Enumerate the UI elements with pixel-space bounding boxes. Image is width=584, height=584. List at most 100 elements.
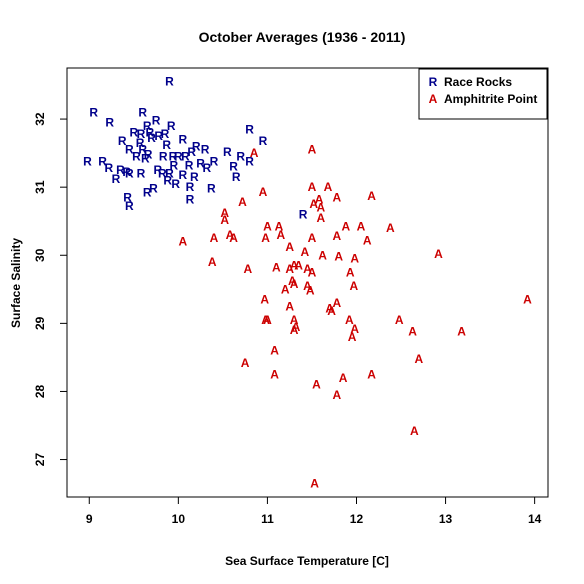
data-point: A	[241, 356, 250, 370]
data-point: R	[158, 167, 167, 181]
y-axis: 27 28 29 30 31 32	[33, 112, 67, 466]
data-point: R	[178, 133, 187, 147]
data-point: A	[317, 211, 326, 225]
data-point: R	[123, 190, 132, 204]
y-tick-label: 30	[33, 248, 47, 262]
data-point: R	[154, 129, 163, 143]
data-point: R	[165, 75, 174, 89]
data-point: A	[290, 313, 299, 327]
data-point: R	[186, 192, 195, 206]
y-tick-label: 29	[33, 316, 47, 330]
y-axis-label: Surface Salinity	[9, 238, 23, 328]
data-point: R	[299, 207, 308, 221]
y-tick-label: 28	[33, 384, 47, 398]
chart-title: October Averages (1936 - 2011)	[199, 29, 406, 45]
data-point: A	[270, 344, 279, 358]
data-point: A	[367, 189, 376, 203]
data-point: A	[288, 274, 297, 288]
data-point: A	[395, 313, 404, 327]
data-point: R	[146, 126, 155, 140]
data-point: A	[308, 231, 317, 245]
data-point: A	[318, 248, 327, 262]
data-point: A	[348, 330, 357, 344]
data-point: R	[210, 154, 219, 168]
data-point: A	[263, 220, 272, 234]
data-point: A	[285, 240, 294, 254]
data-point: R	[161, 127, 170, 141]
data-point: A	[275, 220, 284, 234]
data-point: A	[350, 322, 359, 336]
data-point: A	[208, 255, 217, 269]
data-point: R	[122, 165, 131, 179]
data-point: R	[105, 161, 114, 175]
data-point: A	[315, 192, 324, 206]
data-point: R	[167, 119, 176, 133]
x-tick-label: 13	[439, 512, 453, 526]
data-point: A	[243, 262, 252, 276]
data-point: R	[149, 182, 158, 196]
legend-label: Amphitrite Point	[444, 92, 537, 106]
data-point: R	[105, 115, 114, 129]
data-point: A	[294, 258, 303, 272]
x-tick-label: 14	[528, 512, 542, 526]
data-point: R	[171, 177, 180, 191]
data-point: R	[152, 113, 161, 127]
data-point: R	[223, 145, 232, 159]
data-point: A	[290, 258, 299, 272]
data-point: A	[415, 352, 424, 366]
data-point: R	[236, 150, 245, 164]
data-point: R	[192, 139, 201, 153]
data-point: A	[310, 476, 319, 490]
data-point: R	[125, 143, 134, 157]
data-point: R	[186, 180, 195, 194]
data-point: R	[232, 170, 241, 184]
data-point: R	[196, 156, 205, 170]
data-point: A	[363, 233, 372, 247]
data-point: R	[136, 136, 145, 150]
data-point: R	[207, 182, 216, 196]
data-point: R	[259, 134, 268, 148]
data-point: R	[143, 186, 152, 200]
data-point: A	[261, 231, 270, 245]
data-point: R	[174, 150, 183, 164]
data-point: A	[303, 262, 312, 276]
data-point: A	[285, 262, 294, 276]
y-tick-label: 32	[33, 112, 47, 126]
x-axis: 9 10 11 12 13 14	[86, 497, 542, 526]
data-point: R	[159, 150, 168, 164]
data-point: R	[129, 126, 138, 140]
data-point: A	[263, 313, 272, 327]
legend-marker: R	[429, 75, 438, 89]
data-point: A	[285, 299, 294, 313]
data-point: A	[349, 279, 358, 293]
data-point: A	[229, 231, 238, 245]
data-point: A	[312, 378, 321, 392]
x-tick-label: 10	[172, 512, 186, 526]
data-point: A	[306, 284, 315, 298]
data-point: R	[89, 105, 98, 119]
data-point: A	[303, 279, 312, 293]
data-point: R	[125, 167, 134, 181]
data-point: A	[339, 371, 348, 385]
data-point: A	[327, 304, 336, 318]
data-point: A	[457, 325, 466, 339]
data-point: A	[324, 180, 333, 194]
data-point: R	[83, 154, 92, 168]
data-point: A	[341, 220, 350, 234]
data-point: A	[308, 180, 317, 194]
plot-area	[66, 67, 549, 498]
legend-box	[418, 68, 548, 120]
data-point: R	[125, 199, 134, 213]
data-point: A	[434, 247, 443, 261]
data-point: A	[333, 296, 342, 310]
data-point: A	[178, 235, 187, 249]
data-point: R	[201, 143, 210, 157]
data-point: R	[116, 163, 125, 177]
data-point: R	[98, 154, 107, 168]
x-axis-label: Sea Surface Temperature [C]	[225, 554, 389, 568]
data-point: A	[350, 252, 359, 266]
data-point: R	[144, 147, 153, 161]
